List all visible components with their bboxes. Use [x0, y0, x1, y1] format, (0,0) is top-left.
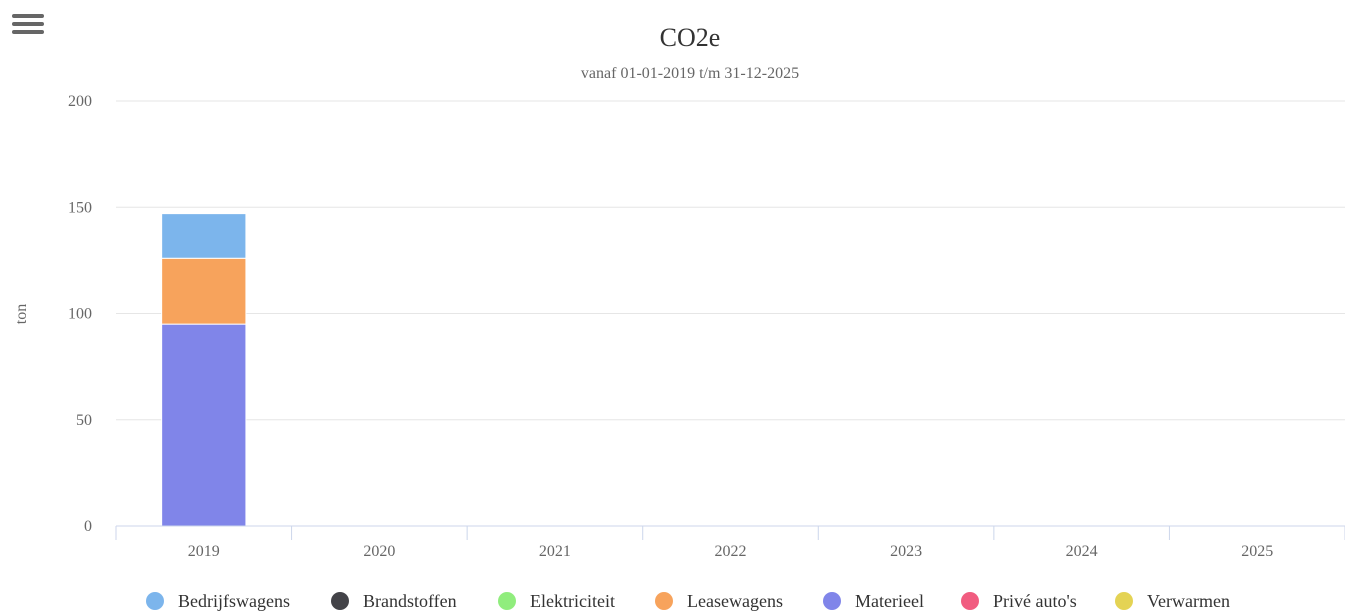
legend-label: Materieel [855, 591, 924, 611]
chart-subtitle: vanaf 01-01-2019 t/m 31-12-2025 [581, 65, 799, 82]
y-tick-label: 200 [68, 93, 92, 110]
x-tick-label: 2020 [363, 543, 395, 560]
x-tick-label: 2021 [539, 543, 571, 560]
y-axis-ticks: 0 50 100 150 200 [68, 93, 92, 535]
legend-marker [823, 592, 841, 610]
x-tick-label: 2019 [188, 543, 220, 560]
legend-item-priv-auto-s[interactable]: Privé auto's [961, 591, 1077, 611]
legend-label: Elektriciteit [530, 591, 615, 611]
legend-label: Bedrijfswagens [178, 591, 290, 611]
bar-segment-leasewagens[interactable] [161, 257, 247, 325]
x-tick-label: 2024 [1066, 543, 1098, 560]
legend-label: Leasewagens [687, 591, 783, 611]
x-tick-label: 2023 [890, 543, 922, 560]
legend-item-verwarmen[interactable]: Verwarmen [1115, 591, 1230, 611]
grid-lines [116, 100, 1345, 421]
legend-marker [1115, 592, 1133, 610]
legend-label: Privé auto's [993, 591, 1077, 611]
y-tick-label: 100 [68, 306, 92, 323]
legend-marker [655, 592, 673, 610]
legend-item-bedrijfswagens[interactable]: Bedrijfswagens [146, 591, 290, 611]
bar-segment-bedrijfswagens[interactable] [161, 213, 247, 259]
legend-label: Brandstoffen [363, 591, 457, 611]
legend-marker [961, 592, 979, 610]
bar-segment-materieel[interactable] [161, 323, 247, 527]
legend-marker [498, 592, 516, 610]
legend-item-leasewagens[interactable]: Leasewagens [655, 591, 783, 611]
x-axis: 2019 2020 2021 2022 2023 2024 2025 [115, 525, 1345, 560]
hamburger-menu-icon[interactable] [10, 10, 46, 40]
y-tick-label: 50 [76, 412, 92, 429]
y-tick-label: 0 [84, 518, 92, 535]
chart-title: CO2e [660, 23, 721, 52]
x-tick-label: 2022 [715, 543, 747, 560]
legend-label: Verwarmen [1147, 591, 1230, 611]
x-tick-label: 2025 [1241, 543, 1273, 560]
legend-item-elektriciteit[interactable]: Elektriciteit [498, 591, 615, 611]
legend-marker [331, 592, 349, 610]
y-tick-label: 150 [68, 199, 92, 216]
legend-item-materieel[interactable]: Materieel [823, 591, 924, 611]
y-axis-title: ton [13, 304, 30, 324]
bars [161, 213, 247, 527]
legend-marker [146, 592, 164, 610]
legend-item-brandstoffen[interactable]: Brandstoffen [331, 591, 457, 611]
legend: Bedrijfswagens Brandstoffen Elektriciteit L… [146, 591, 1230, 611]
